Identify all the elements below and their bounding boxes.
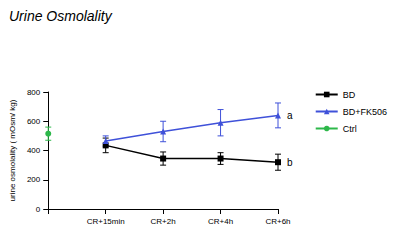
svg-text:200: 200	[27, 175, 41, 184]
svg-text:CR+15min: CR+15min	[87, 217, 125, 226]
svg-text:800: 800	[27, 88, 41, 97]
svg-text:CR+4h: CR+4h	[208, 217, 233, 226]
svg-text:BD: BD	[343, 90, 356, 100]
svg-text:b: b	[287, 157, 293, 168]
svg-text:Ctrl: Ctrl	[343, 124, 357, 134]
svg-text:CR+2h: CR+2h	[151, 217, 176, 226]
svg-text:400: 400	[27, 146, 41, 155]
svg-text:a: a	[287, 110, 293, 121]
svg-text:urine osmolality ( mOsm/ kg): urine osmolality ( mOsm/ kg)	[8, 99, 17, 201]
svg-text:Urine Osmolality: Urine Osmolality	[9, 8, 113, 24]
svg-text:BD+FK506: BD+FK506	[343, 107, 387, 117]
svg-text:CR+6h: CR+6h	[265, 217, 290, 226]
svg-text:0: 0	[36, 205, 41, 214]
svg-text:600: 600	[27, 117, 41, 126]
